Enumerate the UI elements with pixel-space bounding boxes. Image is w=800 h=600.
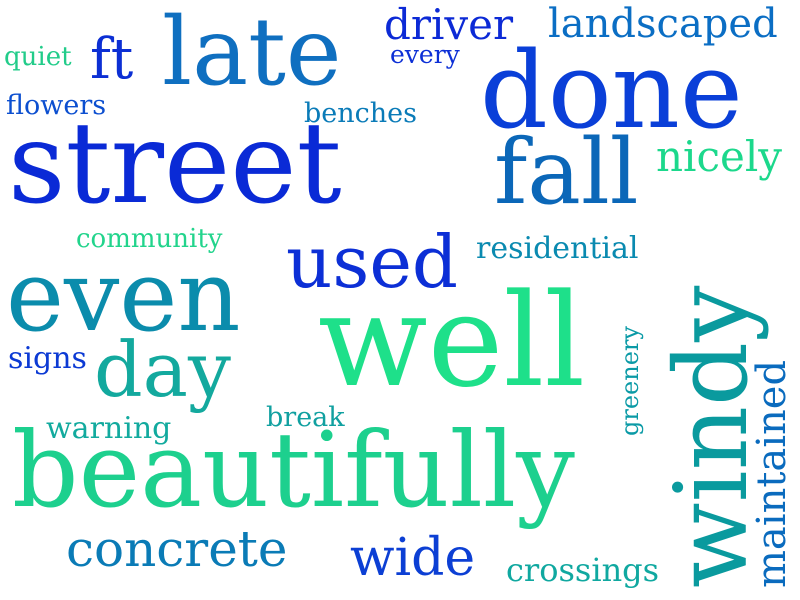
word-windy: windy (653, 285, 770, 589)
word-community: community (76, 224, 223, 254)
word-day: day (94, 325, 231, 414)
word-maintained: maintained (749, 359, 795, 588)
word-late: late (162, 0, 342, 107)
word-driver: driver (384, 0, 514, 49)
word-break: break (266, 402, 345, 433)
word-even: even (6, 240, 241, 354)
word-residential: residential (476, 231, 639, 266)
word-warning: warning (46, 411, 172, 446)
word-flowers: flowers (6, 90, 107, 121)
word-crossings: crossings (506, 551, 660, 589)
word-wide: wide (350, 528, 476, 588)
word-ft: ft (90, 27, 134, 92)
word-concrete: concrete (66, 520, 288, 578)
word-benches: benches (304, 98, 417, 129)
word-done: done (480, 29, 743, 152)
word-quiet: quiet (4, 42, 72, 72)
word-greenery: greenery (616, 326, 644, 436)
word-fall: fall (494, 120, 639, 225)
word-used: used (286, 220, 459, 304)
word-every: every (390, 40, 460, 69)
word-well: well (318, 267, 586, 416)
word-beautifully: beautifully (12, 409, 575, 531)
word-signs: signs (8, 341, 87, 376)
word-nicely: nicely (656, 132, 783, 181)
word-landscaped: landscaped (548, 1, 778, 47)
word-street: street (8, 99, 342, 229)
